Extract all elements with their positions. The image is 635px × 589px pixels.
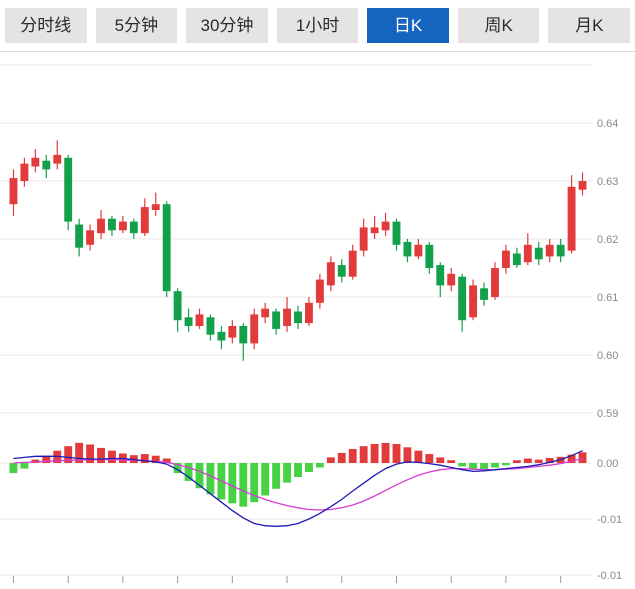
svg-text:0.00: 0.00 — [597, 458, 618, 470]
tab-timeline[interactable]: 分时线 — [5, 8, 87, 43]
tab-weekly-k[interactable]: 周K — [457, 8, 540, 43]
svg-text:-0.01: -0.01 — [597, 514, 622, 526]
interval-toolbar: 分时线 5分钟 30分钟 1小时 日K 周K 月K — [0, 0, 635, 52]
tab-30min[interactable]: 30分钟 — [186, 8, 268, 43]
svg-text:0.62: 0.62 — [597, 234, 618, 246]
svg-text:0.60: 0.60 — [597, 350, 618, 362]
candlestick-macd-chart[interactable]: 0.64 0.63 0.62 0.61 0.60 0.59 0.00 -0.01 -0.01 — [0, 52, 635, 587]
svg-text:0.64: 0.64 — [597, 118, 618, 130]
chart-area[interactable]: 0.64 0.63 0.62 0.61 0.60 0.59 0.00 -0.01 -0.01 — [0, 52, 635, 587]
svg-text:-0.01: -0.01 — [597, 570, 622, 582]
tab-1hour[interactable]: 1小时 — [276, 8, 359, 43]
tab-5min[interactable]: 5分钟 — [95, 8, 178, 43]
tab-daily-k[interactable]: 日K — [367, 8, 449, 43]
svg-text:0.61: 0.61 — [597, 292, 618, 304]
tab-monthly-k[interactable]: 月K — [548, 8, 631, 43]
svg-text:0.59: 0.59 — [597, 408, 618, 420]
svg-text:0.63: 0.63 — [597, 176, 618, 188]
